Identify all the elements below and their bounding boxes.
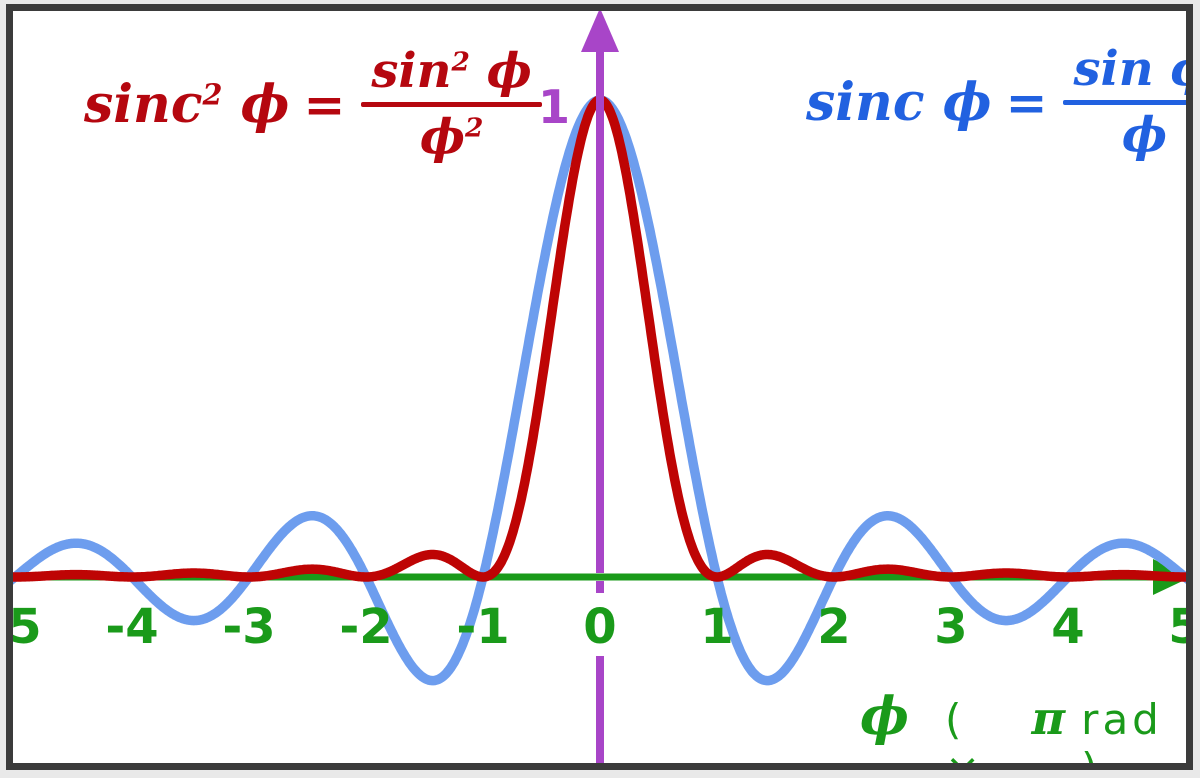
x-tick-label--2: -2 (339, 599, 393, 655)
x-axis-unit-label: ϕ ( × π rad ) (860, 686, 1200, 778)
fraction: sin ϕ ϕ (1063, 41, 1200, 164)
exponent: 2 (202, 77, 223, 112)
outer-margin-left (0, 0, 6, 778)
fraction-bar (1063, 100, 1200, 106)
x-tick-label--1: -1 (456, 599, 510, 655)
formula-lhs: sinc2 ϕ (84, 74, 290, 136)
fraction: sin2 ϕ ϕ2 (361, 43, 542, 166)
equals-sign: = (303, 75, 346, 135)
outer-margin-right (1193, 0, 1200, 778)
outer-margin-top (0, 0, 1200, 4)
formula-lhs: sinc ϕ (806, 72, 992, 134)
outer-margin-bottom (0, 770, 1200, 778)
x-tick-label-1: 1 (700, 599, 734, 655)
x-tick-label--3: -3 (222, 599, 276, 655)
open-paren-times: ( × (944, 695, 987, 778)
y-peak-value-label: 1 (537, 80, 570, 134)
y-axis-arrowhead (581, 8, 619, 52)
formula-sinc: sinc ϕ = sin ϕ ϕ (806, 41, 1200, 164)
x-tick-label-2: 2 (817, 599, 851, 655)
fraction-denominator: ϕ (1121, 107, 1168, 164)
formula-sinc-squared: sinc2 ϕ = sin2 ϕ ϕ2 (84, 43, 542, 166)
rad-close-paren: rad ) (1081, 695, 1163, 778)
x-tick-label-4: 4 (1051, 599, 1085, 655)
x-tick-label-0: 0 (583, 599, 617, 655)
x-tick-label--5: -5 (0, 599, 42, 655)
exponent: 2 (465, 112, 484, 144)
phi-symbol: ϕ (860, 686, 909, 747)
fraction-numerator: sin ϕ (1073, 41, 1200, 97)
fraction-denominator: ϕ2 (419, 109, 484, 166)
pi-symbol: π (1031, 691, 1066, 745)
fraction-bar (361, 102, 542, 108)
x-tick-label-3: 3 (934, 599, 968, 655)
equals-sign: = (1005, 73, 1048, 133)
fraction-numerator: sin2 ϕ (371, 43, 532, 99)
x-tick-label--4: -4 (105, 599, 159, 655)
exponent: 2 (451, 46, 470, 78)
